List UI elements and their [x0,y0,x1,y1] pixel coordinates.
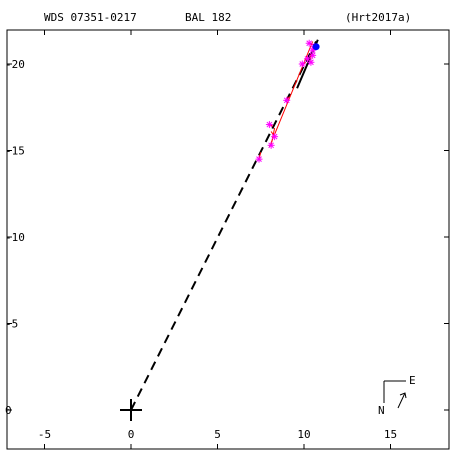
measure-point [268,142,274,149]
plot-frame [6,29,450,450]
compass-north-label: N [378,404,385,417]
measure-point [299,61,306,67]
orbit-layer [130,39,319,411]
reference-label: (Hrt2017a) [345,11,411,24]
y-axis-ticks: 0 -5 -10 -15 -20 [5,58,449,417]
direction-arrow-icon [397,392,407,409]
header-labels: WDS 07351-0217 BAL 182 (Hrt2017a) [44,11,411,24]
x-tick-label: 15 [384,428,397,441]
x-tick-label: -5 [38,428,51,441]
y-tick-label: -15 [5,145,25,158]
discoverer-label: BAL 182 [185,11,231,24]
y-tick-label: -10 [5,231,25,244]
compass-east-label: E [409,374,416,387]
measure-point [308,59,314,66]
measure-point [271,133,278,140]
x-tick-label: 10 [297,428,310,441]
latest-measure-point [312,43,320,51]
measure-layer [255,39,320,163]
measure-point [283,97,290,104]
compass: E N [378,374,416,417]
y-tick-label: 0 [5,404,12,417]
x-tick-label: 0 [128,428,135,441]
orbit-dashed-line [130,41,318,411]
measure-point [256,156,262,163]
y-tick-label: -5 [5,318,18,331]
measure-point [306,40,313,47]
y-tick-label: -20 [5,58,25,71]
x-axis-ticks: -5 0 5 10 15 [38,30,397,449]
measure-point [309,52,316,59]
wds-identifier-label: WDS 07351-0217 [44,11,137,24]
x-tick-label: 5 [214,428,221,441]
measure-point [266,121,273,128]
primary-star-layer [120,399,142,421]
measure-point [304,55,311,62]
